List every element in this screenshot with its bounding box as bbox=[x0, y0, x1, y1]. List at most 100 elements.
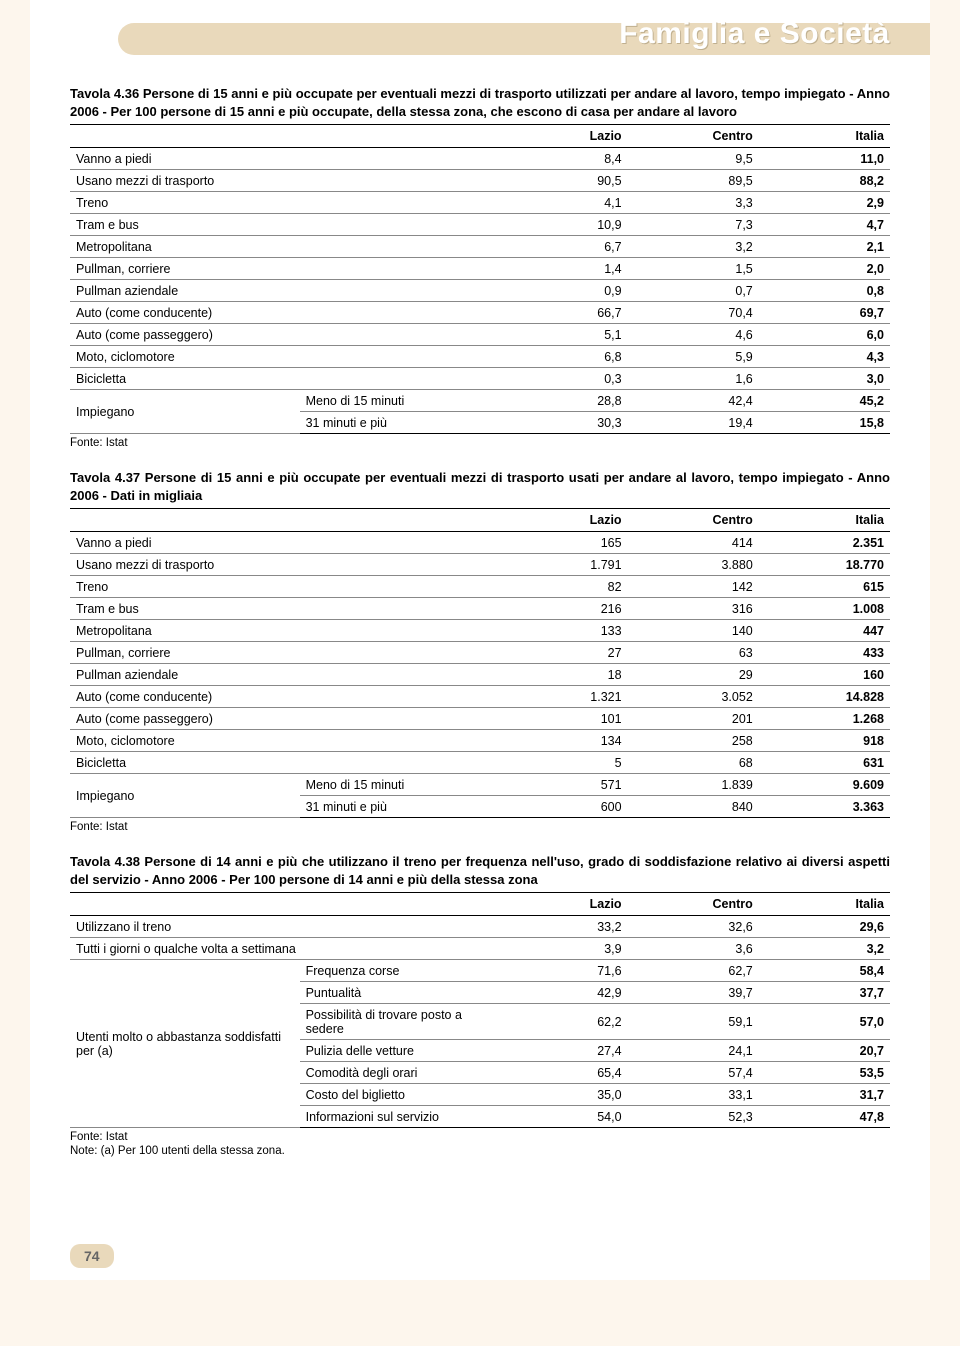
table-cell: 1.008 bbox=[759, 598, 890, 620]
table-row: Moto, ciclomotore134258918 bbox=[70, 730, 890, 752]
table-cell: 201 bbox=[628, 708, 759, 730]
table-row: Metropolitana6,73,22,1 bbox=[70, 236, 890, 258]
table-cell: 1,6 bbox=[628, 368, 759, 390]
table-cell: Moto, ciclomotore bbox=[70, 730, 496, 752]
table-row: Treno82142615 bbox=[70, 576, 890, 598]
table-cell: Tram e bus bbox=[70, 598, 496, 620]
table-cell: 42,4 bbox=[628, 390, 759, 412]
table-cell: 4,7 bbox=[759, 214, 890, 236]
table-cell: 3,2 bbox=[759, 938, 890, 960]
table-cell: Tram e bus bbox=[70, 214, 496, 236]
table-row: Bicicletta568631 bbox=[70, 752, 890, 774]
table-cell: 165 bbox=[496, 532, 627, 554]
table-cell: Tutti i giorni o qualche volta a settima… bbox=[70, 938, 496, 960]
table-cell: 27 bbox=[496, 642, 627, 664]
table-cell: 30,3 bbox=[496, 412, 627, 434]
table-cell: 31 minuti e più bbox=[300, 412, 497, 434]
table-cell: 631 bbox=[759, 752, 890, 774]
table3: Lazio Centro Italia Utilizzano il treno3… bbox=[70, 892, 890, 1128]
table-cell: 90,5 bbox=[496, 170, 627, 192]
table-row: Tram e bus10,97,34,7 bbox=[70, 214, 890, 236]
table-cell: 37,7 bbox=[759, 982, 890, 1004]
table-cell: 142 bbox=[628, 576, 759, 598]
table-cell: 1.268 bbox=[759, 708, 890, 730]
table-cell: 59,1 bbox=[628, 1004, 759, 1040]
table2-source: Fonte: Istat bbox=[70, 821, 890, 833]
table-header-empty bbox=[70, 125, 300, 148]
table-cell: 47,8 bbox=[759, 1106, 890, 1128]
table-cell: Metropolitana bbox=[70, 236, 496, 258]
table-cell: Costo del biglietto bbox=[300, 1084, 497, 1106]
table2: Lazio Centro Italia Vanno a piedi1654142… bbox=[70, 508, 890, 818]
table-cell: Impiegano bbox=[70, 390, 300, 434]
table-row: ImpieganoMeno di 15 minuti28,842,445,2 bbox=[70, 390, 890, 412]
table-header-centro: Centro bbox=[628, 893, 759, 916]
table-header-italia: Italia bbox=[759, 509, 890, 532]
table-cell: 24,1 bbox=[628, 1040, 759, 1062]
table-cell: 3.052 bbox=[628, 686, 759, 708]
table-cell: 39,7 bbox=[628, 982, 759, 1004]
table-cell: Treno bbox=[70, 192, 496, 214]
table-cell: 58,4 bbox=[759, 960, 890, 982]
table-row: Pullman aziendale1829160 bbox=[70, 664, 890, 686]
table-cell: 6,7 bbox=[496, 236, 627, 258]
table-cell: 29 bbox=[628, 664, 759, 686]
table-cell: 82 bbox=[496, 576, 627, 598]
page-title: Famiglia e Società bbox=[619, 17, 890, 51]
table-cell: 3,6 bbox=[628, 938, 759, 960]
table-row: Auto (come passeggero)1012011.268 bbox=[70, 708, 890, 730]
table-cell: 28,8 bbox=[496, 390, 627, 412]
table-cell: 52,3 bbox=[628, 1106, 759, 1128]
table-cell: 45,2 bbox=[759, 390, 890, 412]
table-cell: 35,0 bbox=[496, 1084, 627, 1106]
page-container: Famiglia e Società Tavola 4.36 Persone d… bbox=[30, 0, 930, 1280]
table-cell: Utenti molto o abbastanza soddisfatti pe… bbox=[70, 960, 300, 1128]
table-cell: Auto (come conducente) bbox=[70, 686, 496, 708]
table1-title: Tavola 4.36 Persone di 15 anni e più occ… bbox=[70, 85, 890, 120]
page-number: 74 bbox=[70, 1244, 114, 1268]
table-cell: 10,9 bbox=[496, 214, 627, 236]
table-cell: Frequenza corse bbox=[300, 960, 497, 982]
table-cell: 14.828 bbox=[759, 686, 890, 708]
table-cell: 62,7 bbox=[628, 960, 759, 982]
table-row: Usano mezzi di trasporto90,589,588,2 bbox=[70, 170, 890, 192]
header-banner: Famiglia e Società bbox=[30, 15, 930, 65]
table-cell: 133 bbox=[496, 620, 627, 642]
table-cell: 18 bbox=[496, 664, 627, 686]
table-row: Utilizzano il treno33,232,629,6 bbox=[70, 916, 890, 938]
table-cell: 140 bbox=[628, 620, 759, 642]
table-row: Auto (come conducente)1.3213.05214.828 bbox=[70, 686, 890, 708]
table-cell: 69,7 bbox=[759, 302, 890, 324]
table-cell: 160 bbox=[759, 664, 890, 686]
table-row: ImpieganoMeno di 15 minuti5711.8399.609 bbox=[70, 774, 890, 796]
table-cell: 0,9 bbox=[496, 280, 627, 302]
table-cell: 29,6 bbox=[759, 916, 890, 938]
table-cell: 2,9 bbox=[759, 192, 890, 214]
table-cell: Moto, ciclomotore bbox=[70, 346, 496, 368]
table-cell: 600 bbox=[496, 796, 627, 818]
table3-note: Note: (a) Per 100 utenti della stessa zo… bbox=[70, 1145, 890, 1157]
table-cell: 7,3 bbox=[628, 214, 759, 236]
table-cell: 33,2 bbox=[496, 916, 627, 938]
table-cell: 42,9 bbox=[496, 982, 627, 1004]
table-cell: Auto (come passeggero) bbox=[70, 324, 496, 346]
table-cell: 4,1 bbox=[496, 192, 627, 214]
table-cell: 840 bbox=[628, 796, 759, 818]
table-cell: 134 bbox=[496, 730, 627, 752]
table-cell: 15,8 bbox=[759, 412, 890, 434]
table-cell: 447 bbox=[759, 620, 890, 642]
table-cell: 1.791 bbox=[496, 554, 627, 576]
table-cell: 57,4 bbox=[628, 1062, 759, 1084]
table-cell: 19,4 bbox=[628, 412, 759, 434]
table-cell: 3,3 bbox=[628, 192, 759, 214]
table-cell: 9,5 bbox=[628, 148, 759, 170]
table-cell: Comodità degli orari bbox=[300, 1062, 497, 1084]
table-cell: Auto (come conducente) bbox=[70, 302, 496, 324]
table-header-empty bbox=[70, 509, 300, 532]
table-cell: 433 bbox=[759, 642, 890, 664]
table-cell: 258 bbox=[628, 730, 759, 752]
table-cell: 615 bbox=[759, 576, 890, 598]
table-cell: 3,2 bbox=[628, 236, 759, 258]
table-cell: 57,0 bbox=[759, 1004, 890, 1040]
table-cell: 5,9 bbox=[628, 346, 759, 368]
